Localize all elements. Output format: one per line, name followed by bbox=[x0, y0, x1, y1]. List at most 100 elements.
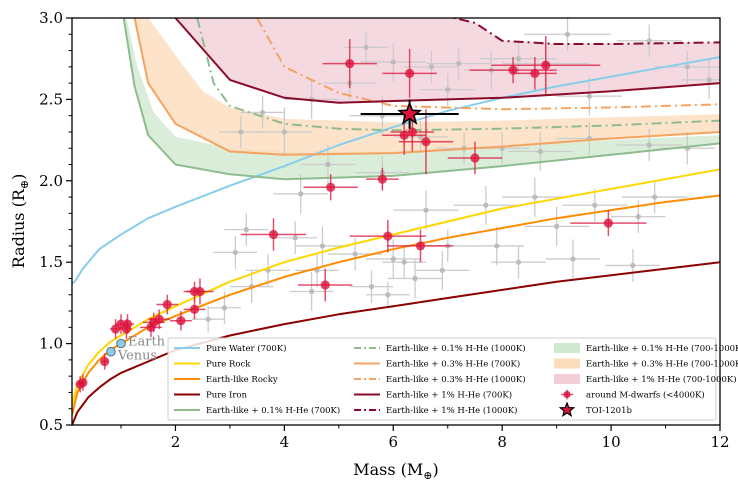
background-marker bbox=[494, 243, 500, 249]
mdwarf-point bbox=[303, 174, 358, 201]
background-marker bbox=[412, 275, 418, 282]
mdwarf-marker bbox=[100, 356, 110, 367]
background-marker bbox=[325, 161, 331, 168]
background-point bbox=[469, 226, 524, 266]
background-marker bbox=[292, 235, 298, 241]
background-marker bbox=[570, 256, 576, 262]
background-marker bbox=[221, 305, 228, 311]
background-point bbox=[224, 213, 269, 246]
y-tick-label: 1.5 bbox=[39, 253, 63, 271]
axes: 2 4 6 8 10 12 0.5 1.0 1.5 2.0 2.5 3.0 bbox=[39, 9, 729, 451]
background-marker bbox=[564, 31, 571, 37]
composition-bands bbox=[123, 18, 720, 180]
background-point bbox=[502, 177, 568, 217]
legend-label: Earth-like + 0.3% H-He (1000K) bbox=[386, 374, 526, 385]
mdwarf-point bbox=[469, 57, 557, 84]
mdwarf-marker bbox=[320, 280, 330, 290]
legend-label: Earth-like + 1% H-He (700-1000K) bbox=[586, 374, 737, 385]
background-marker bbox=[706, 77, 712, 83]
mdwarf-point bbox=[382, 48, 437, 98]
background-marker bbox=[390, 256, 396, 262]
y-tick-label: 0.5 bbox=[39, 416, 63, 434]
legend-label: Earth-like + 1% H-He (1000K) bbox=[386, 405, 517, 416]
y-tick-label: 3.0 bbox=[39, 9, 63, 27]
background-marker bbox=[243, 227, 249, 233]
mdwarf-point bbox=[78, 374, 88, 391]
mdwarf-marker bbox=[162, 299, 172, 310]
background-point bbox=[621, 180, 688, 214]
legend-label: TOI-1201b bbox=[586, 406, 632, 416]
background-point bbox=[616, 128, 682, 162]
x-tick-label: 6 bbox=[389, 433, 399, 451]
x-tick-label: 8 bbox=[497, 433, 507, 451]
background-marker bbox=[554, 223, 560, 229]
legend: Pure Water (700K) Pure Rock Earth-like Roc… bbox=[167, 337, 738, 421]
legend-band-swatch bbox=[554, 374, 580, 384]
background-marker bbox=[401, 259, 407, 265]
background-point bbox=[420, 73, 475, 106]
background-marker bbox=[630, 262, 636, 269]
background-marker bbox=[390, 59, 396, 65]
mdwarf-point bbox=[349, 219, 426, 253]
curve-5 bbox=[196, 18, 720, 132]
background-marker bbox=[532, 194, 538, 200]
x-axis-title: Mass (M⊕) bbox=[353, 460, 439, 482]
legend-label: Earth-like + 1% H-He (700K) bbox=[386, 390, 512, 401]
curve-8 bbox=[174, 18, 720, 104]
background-marker bbox=[684, 64, 690, 70]
background-point bbox=[453, 185, 519, 225]
background-point bbox=[295, 254, 339, 287]
curve-0 bbox=[72, 56, 720, 285]
mdwarf-marker bbox=[268, 229, 279, 240]
mdwarf-point bbox=[100, 353, 110, 370]
mdwarf-marker bbox=[154, 314, 164, 324]
background-point bbox=[545, 239, 601, 279]
mdwarf-marker bbox=[530, 68, 540, 78]
background-point bbox=[387, 258, 443, 299]
background-marker bbox=[537, 148, 543, 155]
mdwarf-marker bbox=[345, 58, 355, 69]
legend-label: Pure Rock bbox=[206, 360, 251, 370]
mdwarf-marker bbox=[405, 68, 415, 78]
mdwarf-point bbox=[170, 311, 192, 331]
background-marker bbox=[456, 60, 462, 67]
background-point bbox=[191, 306, 225, 333]
legend-label: Earth-like + 0.1% H-He (1000K) bbox=[386, 343, 526, 354]
background-point bbox=[273, 221, 318, 255]
legend-label: around M-dwarfs (<4000K) bbox=[586, 390, 705, 401]
background-point bbox=[507, 131, 573, 172]
mdwarf-point bbox=[398, 109, 454, 175]
background-marker bbox=[232, 249, 238, 256]
legend-label: Earth-like + 0.1% H-He (700K) bbox=[206, 405, 340, 416]
background-point bbox=[289, 271, 334, 312]
mdwarf-point bbox=[322, 39, 377, 89]
background-point bbox=[219, 115, 263, 149]
x-tick-label: 2 bbox=[171, 433, 181, 451]
mdwarf-point bbox=[447, 141, 503, 175]
legend-marker-swatch bbox=[563, 390, 571, 399]
curve-4 bbox=[122, 18, 720, 181]
curve-9 bbox=[450, 18, 720, 45]
mdwarf-marker bbox=[603, 218, 613, 228]
background-point bbox=[393, 190, 459, 230]
legend-label: Pure Iron bbox=[206, 391, 248, 401]
background-point bbox=[681, 60, 720, 100]
background-point bbox=[382, 245, 426, 279]
mdwarf-marker bbox=[176, 316, 186, 326]
background-marker bbox=[319, 243, 326, 249]
y-tick-label: 2.5 bbox=[39, 90, 63, 108]
background-marker bbox=[281, 129, 287, 135]
background-marker bbox=[439, 267, 445, 273]
mdwarf-point bbox=[148, 309, 171, 329]
toi-planet bbox=[360, 99, 459, 129]
curve-2 bbox=[72, 194, 720, 416]
background-marker bbox=[515, 259, 522, 265]
mdwarf-marker bbox=[122, 319, 133, 329]
venus-label: Venus bbox=[117, 349, 157, 364]
background-point bbox=[257, 107, 312, 157]
legend-label: Earth-like + 0.3% H-He (700-1000K) bbox=[586, 359, 738, 370]
mdwarf-point bbox=[297, 268, 353, 302]
